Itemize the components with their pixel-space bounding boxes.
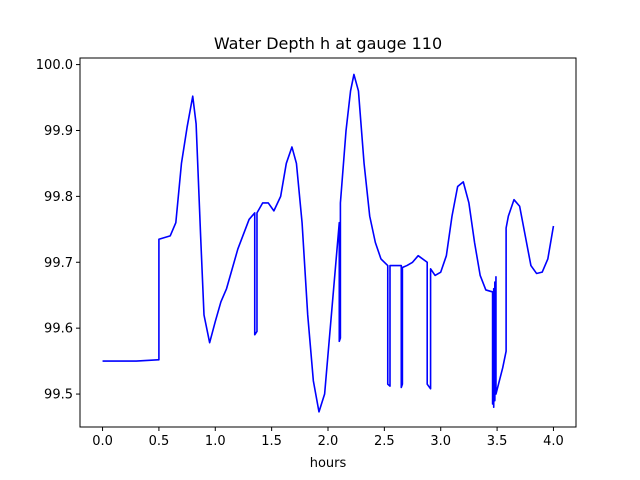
x-tick-label: 1.5 [261, 434, 282, 449]
y-tick-label: 99.6 [44, 322, 73, 337]
y-axis-ticks: 99.5 99.6 99.7 99.8 99.9 100.0 [36, 58, 80, 403]
y-tick-label: 100.0 [36, 58, 73, 73]
y-tick-label: 99.9 [44, 124, 73, 139]
y-tick-label: 99.5 [44, 388, 73, 403]
x-tick-label: 3.0 [430, 434, 451, 449]
chart-title: Water Depth h at gauge 110 [214, 34, 442, 53]
x-tick-label: 4.0 [543, 434, 564, 449]
x-tick-label: 2.0 [318, 434, 339, 449]
y-tick-label: 99.7 [44, 256, 73, 271]
plot-series [102, 73, 555, 413]
y-tick-label: 99.8 [44, 190, 73, 205]
x-tick-label: 0.5 [149, 434, 170, 449]
x-tick-label: 3.5 [487, 434, 508, 449]
series-line-0 [102, 73, 555, 413]
x-tick-label: 0.0 [92, 434, 113, 449]
x-tick-label: 2.5 [374, 434, 395, 449]
plot-frame [79, 57, 577, 428]
x-tick-label: 1.0 [205, 434, 226, 449]
x-axis-label: hours [310, 456, 347, 471]
x-axis-ticks: 0.0 0.5 1.0 1.5 2.0 2.5 3.0 3.5 4.0 [92, 427, 564, 449]
